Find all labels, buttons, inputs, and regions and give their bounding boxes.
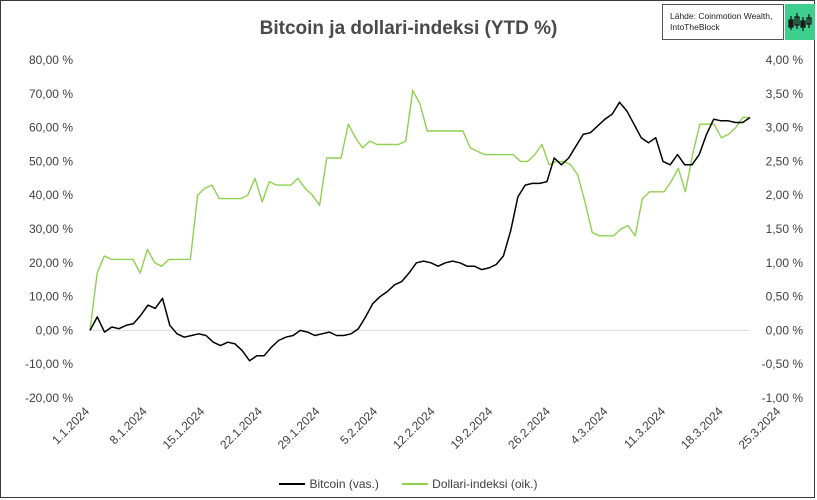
x-tick-label: 19.2.2024 xyxy=(448,404,496,452)
left-tick-label: -20,00 % xyxy=(25,391,73,405)
right-tick-label: -1,00 % xyxy=(762,391,804,405)
source-line-1: Lähde: Coinmotion Wealth, xyxy=(670,11,773,21)
series-line-dollar-index xyxy=(89,89,750,331)
chart-title: Bitcoin ja dollari-indeksi (YTD %) xyxy=(259,18,558,39)
source-line-2: IntoTheBlock xyxy=(670,22,720,32)
right-tick-label: 0,00 % xyxy=(766,323,804,337)
left-tick-label: 0,00 % xyxy=(36,323,74,337)
x-tick-label: 12.2.2024 xyxy=(390,404,438,452)
x-tick-label: 22.1.2024 xyxy=(217,404,265,452)
right-tick-label: 0,50 % xyxy=(766,290,804,304)
right-tick-label: 2,00 % xyxy=(766,188,804,202)
brand-logo xyxy=(785,4,815,40)
left-tick-label: 10,00 % xyxy=(29,290,73,304)
legend-label-bitcoin: Bitcoin (vas.) xyxy=(309,477,379,491)
right-tick-label: 3,50 % xyxy=(766,87,804,101)
left-tick-label: 70,00 % xyxy=(29,87,73,101)
x-tick-label: 5.2.2024 xyxy=(337,404,380,447)
left-tick-label: 60,00 % xyxy=(29,121,73,135)
left-tick-label: 20,00 % xyxy=(29,256,73,270)
x-tick-label: 8.1.2024 xyxy=(107,404,150,447)
x-tick-label: 4.3.2024 xyxy=(568,404,611,447)
series-line-bitcoin xyxy=(89,101,751,362)
x-axis-ticks: 1.1.2024 8.1.2024 15.1.2024 22.1.2024 29.1.2… xyxy=(49,404,783,452)
x-tick-label: 1.1.2024 xyxy=(49,404,92,447)
right-axis-ticks: 4,00 % 3,50 % 3,00 % 2,50 % 2,00 % 1,50 % 1,00… xyxy=(762,53,804,405)
source-note: Lähde: Coinmotion Wealth, IntoTheBlock xyxy=(662,4,784,40)
series-layer xyxy=(89,89,751,362)
right-tick-label: 1,50 % xyxy=(766,222,804,236)
legend-swatch-dollar-index xyxy=(402,483,429,485)
right-tick-label: -0,50 % xyxy=(762,357,804,371)
left-tick-label: 40,00 % xyxy=(29,188,73,202)
x-tick-label: 18.3.2024 xyxy=(678,404,726,452)
legend-label-dollar-index: Dollari-indeksi (oik.) xyxy=(432,477,538,491)
x-tick-label: 25.3.2024 xyxy=(736,404,784,452)
x-tick-label: 11.3.2024 xyxy=(621,404,668,451)
right-tick-label: 1,00 % xyxy=(766,256,804,270)
left-tick-label: 30,00 % xyxy=(29,222,73,236)
left-axis-ticks: 80,00 % 70,00 % 60,00 % 50,00 % 40,00 % 30,00… xyxy=(25,53,73,405)
right-tick-label: 4,00 % xyxy=(766,53,804,67)
x-tick-label: 29.1.2024 xyxy=(275,404,323,452)
legend: Bitcoin (vas.) Dollari-indeksi (oik.) xyxy=(0,474,817,491)
left-tick-label: 80,00 % xyxy=(29,53,73,67)
left-tick-label: -10,00 % xyxy=(25,357,73,371)
right-tick-label: 3,00 % xyxy=(766,121,804,135)
candlestick-icon xyxy=(788,13,812,31)
x-tick-label: 26.2.2024 xyxy=(505,404,553,452)
legend-item-dollar-index: Dollari-indeksi (oik.) xyxy=(402,477,538,491)
legend-item-bitcoin: Bitcoin (vas.) xyxy=(279,477,379,491)
left-tick-label: 50,00 % xyxy=(29,154,73,168)
right-tick-label: 2,50 % xyxy=(766,154,804,168)
legend-swatch-bitcoin xyxy=(279,483,306,485)
x-tick-label: 15.1.2024 xyxy=(160,404,208,452)
